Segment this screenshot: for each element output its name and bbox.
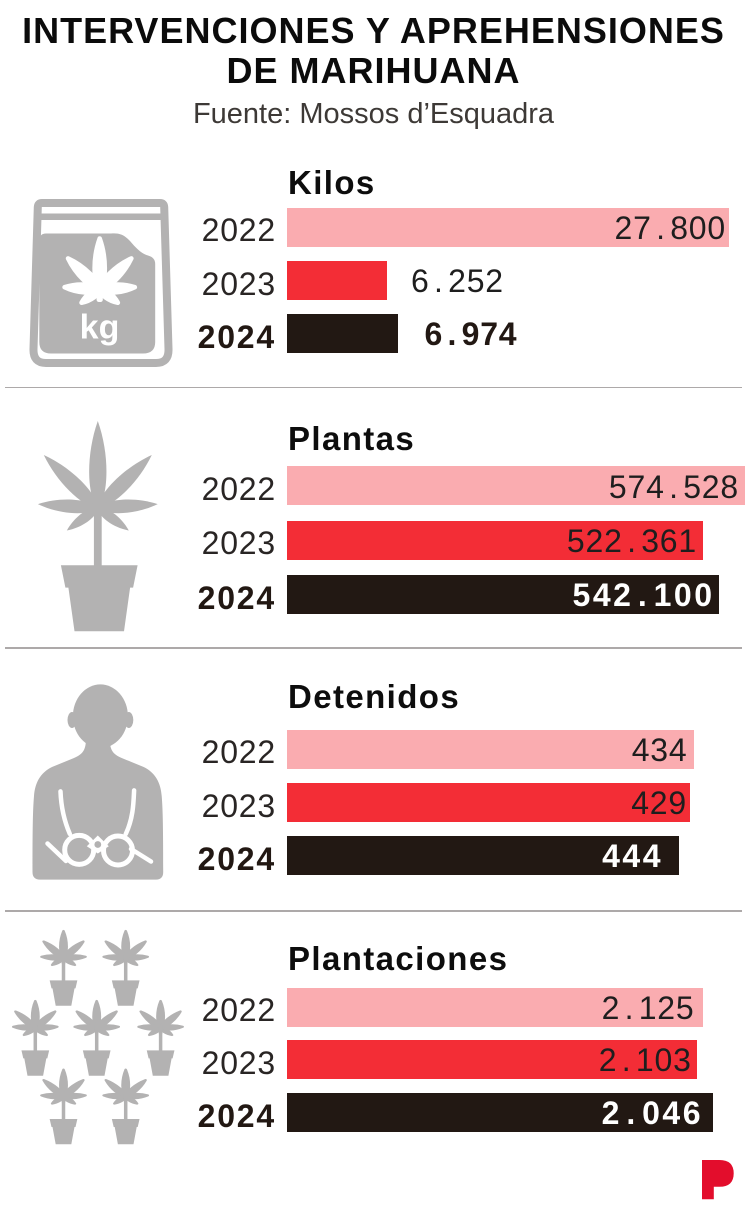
svg-text:kg: kg <box>79 308 119 346</box>
